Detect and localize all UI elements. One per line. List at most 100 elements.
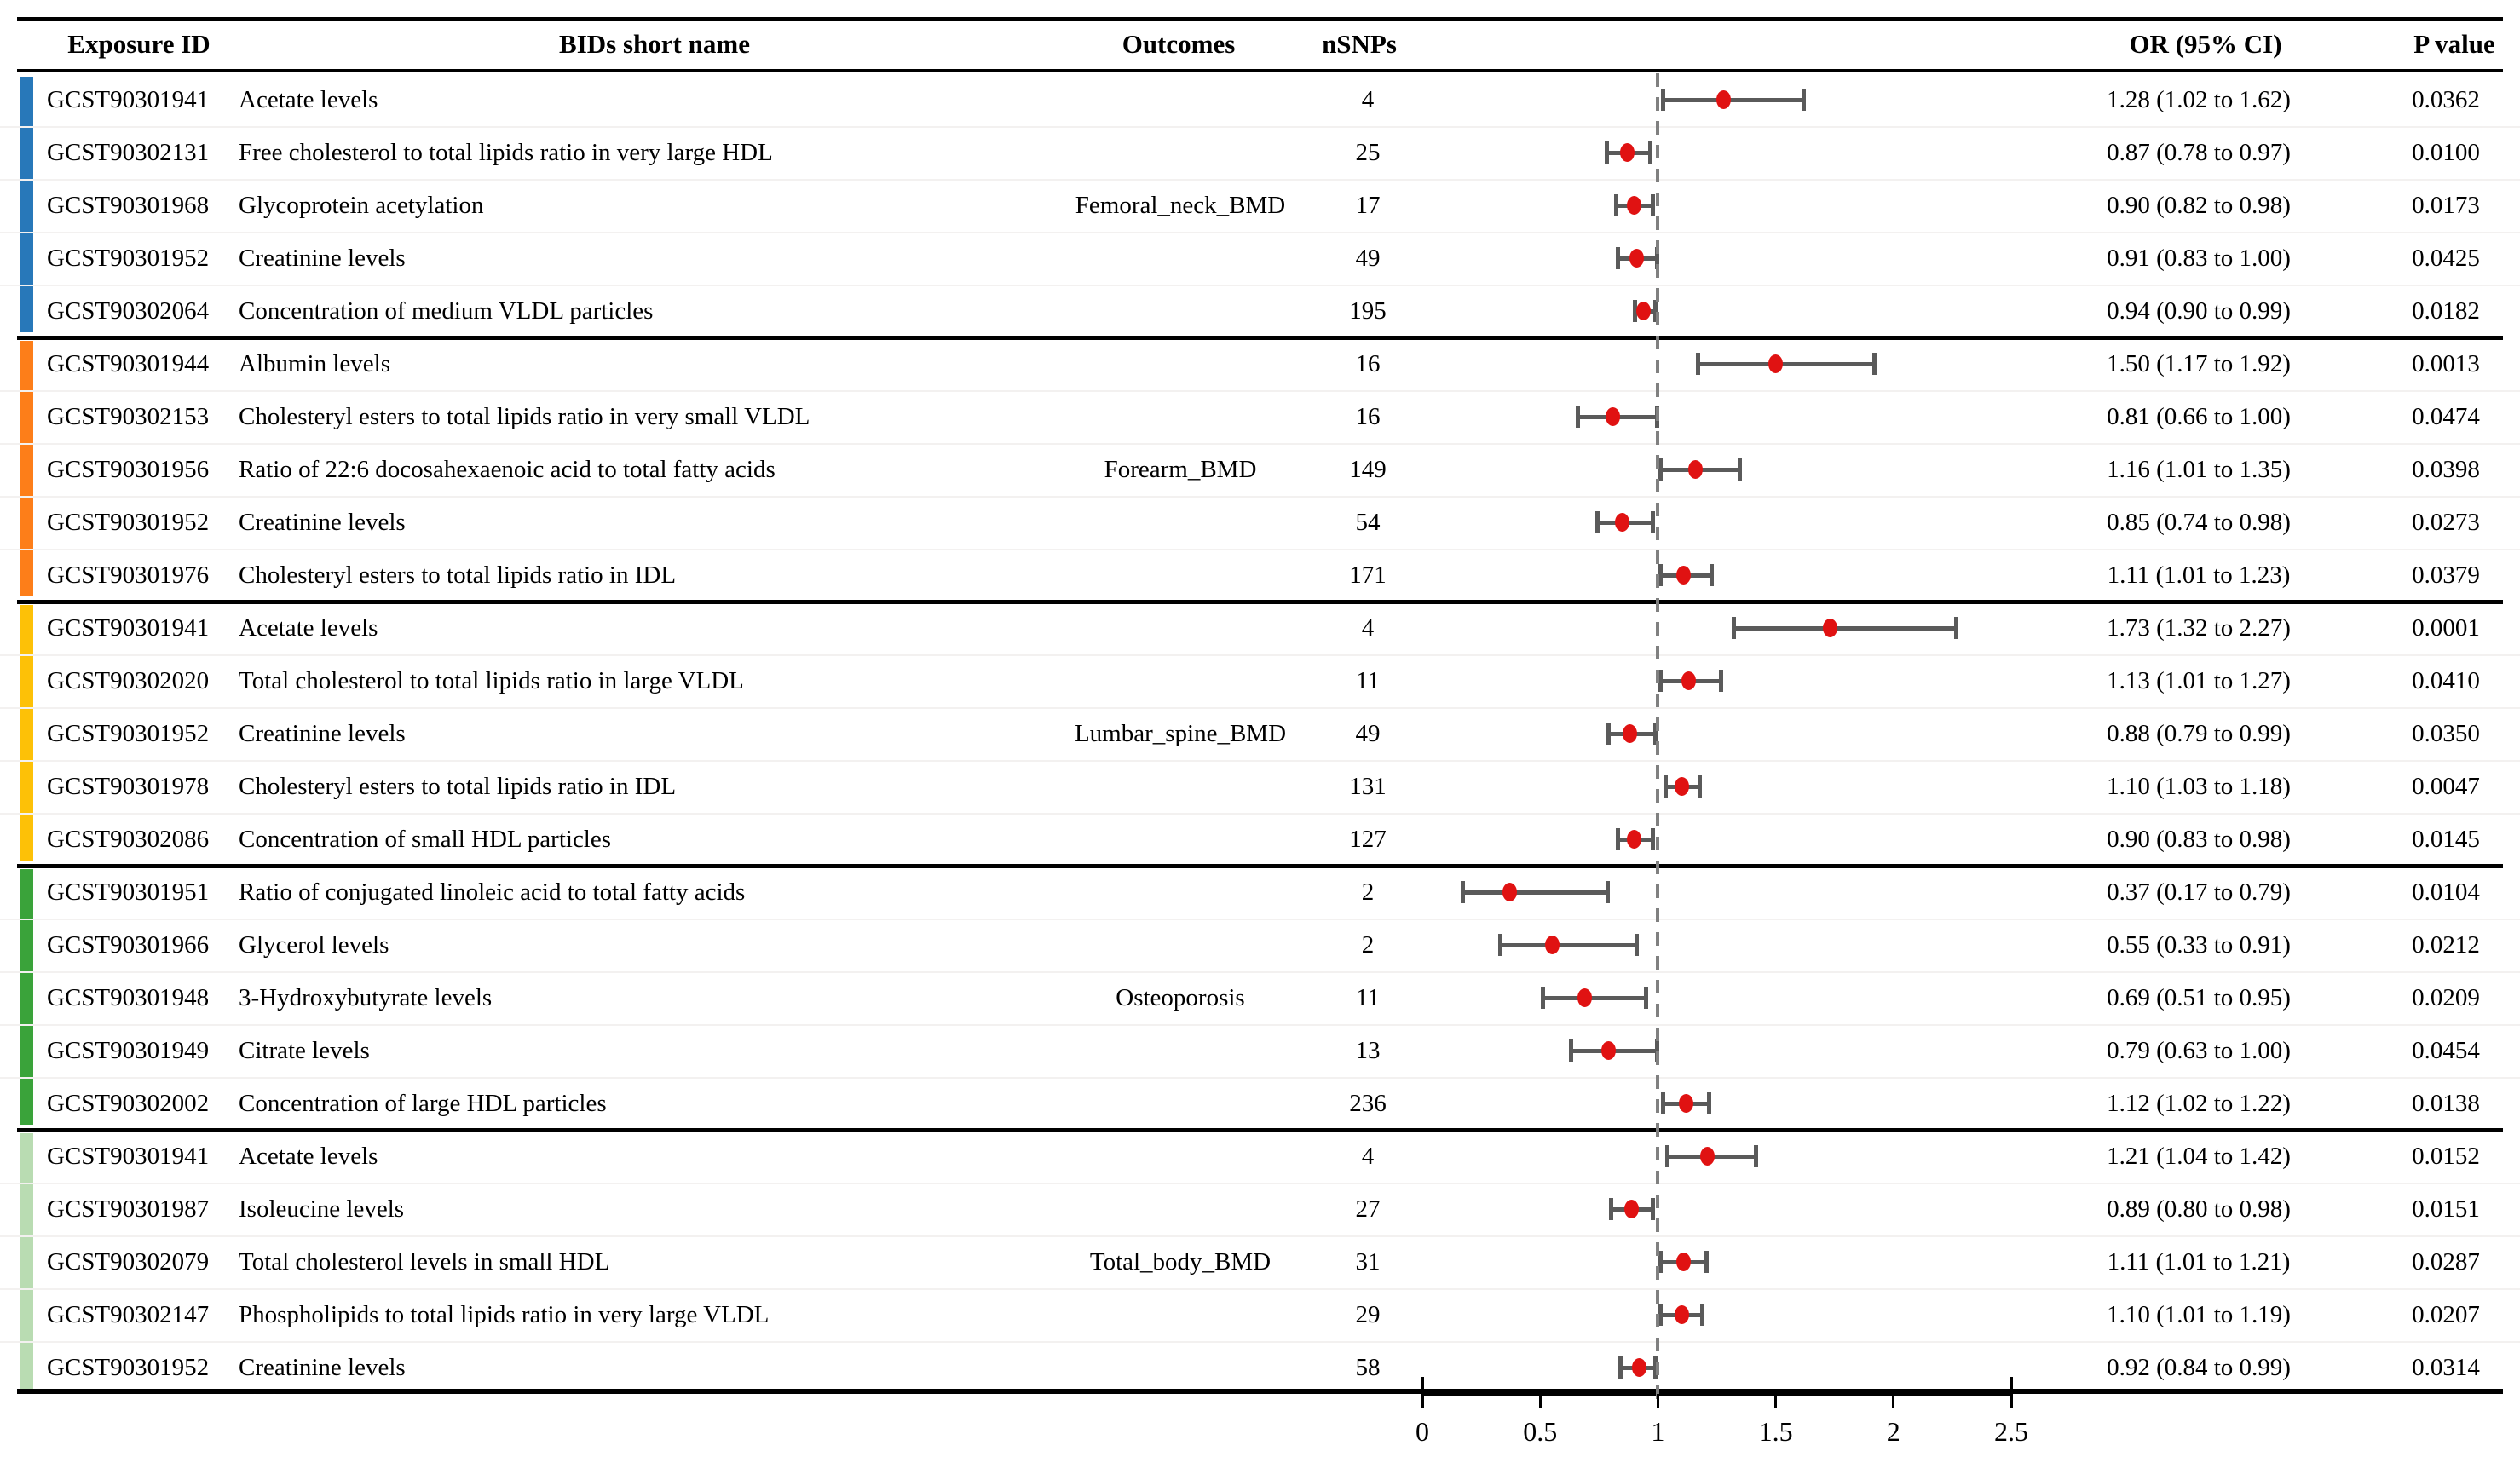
ci-cap-low (1569, 1039, 1574, 1062)
row-divider (0, 232, 2520, 233)
bids-name-cell: Acetate levels (239, 614, 378, 642)
ci-cap-low (1660, 89, 1665, 111)
bids-name-cell: Cholesteryl esters to total lipids ratio… (239, 561, 677, 589)
exposure-id-cell: GCST90302153 (47, 403, 210, 430)
nsnps-cell: 16 (1355, 350, 1381, 377)
or-ci-cell: 0.85 (0.74 to 0.98) (2107, 509, 2291, 536)
ci-cap-high (1954, 617, 1959, 639)
axis-tick (1656, 1394, 1659, 1408)
or-dot (1636, 302, 1652, 320)
row-divider (0, 919, 2520, 920)
p-value-cell: 0.0151 (2412, 1195, 2480, 1223)
outcome-cell: Forearm_BMD (1104, 456, 1257, 483)
ci-cap-low (1594, 511, 1600, 533)
exposure-id-cell: GCST90301952 (47, 245, 210, 272)
nsnps-cell: 2 (1361, 878, 1375, 906)
or-ci-cell: 1.12 (1.02 to 1.22) (2107, 1090, 2291, 1117)
p-value-cell: 0.0212 (2412, 931, 2480, 959)
exposure-id-cell: GCST90302079 (47, 1248, 210, 1276)
nsnps-cell: 31 (1355, 1248, 1381, 1276)
exposure-id-cell: GCST90302020 (47, 667, 210, 694)
row-divider (0, 285, 2520, 286)
bids-name-cell: Acetate levels (239, 1143, 378, 1170)
or-dot (1606, 407, 1621, 426)
nsnps-cell: 54 (1355, 509, 1381, 536)
or-ci-cell: 0.88 (0.79 to 0.99) (2107, 720, 2291, 747)
axis-tick-label: 1 (1651, 1416, 1665, 1447)
row-divider (0, 443, 2520, 445)
ci-cap-low (1540, 987, 1545, 1009)
ci-cap-low (1609, 1198, 1614, 1220)
p-value-cell: 0.0145 (2412, 826, 2480, 853)
row-divider (0, 813, 2520, 815)
ci-cap-high (1650, 194, 1655, 216)
nsnps-cell: 17 (1355, 192, 1381, 219)
p-value-cell: 0.0474 (2412, 403, 2480, 430)
or-dot (1615, 513, 1630, 532)
bids-name-cell: Creatinine levels (239, 720, 406, 747)
ci-cap-low (1606, 723, 1612, 745)
group-separator-rule (17, 600, 2503, 604)
or-ci-cell: 1.10 (1.03 to 1.18) (2107, 773, 2291, 800)
exposure-id-cell: GCST90301944 (47, 350, 210, 377)
or-dot (1619, 143, 1635, 162)
row-divider (0, 179, 2520, 181)
top-rule (17, 17, 2503, 21)
ci-cap-high (1707, 1092, 1712, 1114)
column-header-or-ci: OR (95% CI) (2129, 29, 2282, 59)
p-value-cell: 0.0047 (2412, 773, 2480, 800)
exposure-id-cell: GCST90301952 (47, 1354, 210, 1381)
or-dot (1822, 619, 1837, 637)
ci-cap-low (1576, 406, 1581, 428)
group-color-bar (20, 1133, 33, 1389)
p-value-cell: 0.0425 (2412, 245, 2480, 272)
axis-tick (2010, 1394, 2013, 1408)
or-dot (1674, 1305, 1689, 1324)
nsnps-cell: 13 (1355, 1037, 1381, 1064)
column-header-bids-short-name: BIDs short name (559, 29, 750, 59)
or-ci-cell: 0.55 (0.33 to 0.91) (2107, 931, 2291, 959)
bids-name-cell: Isoleucine levels (239, 1195, 405, 1223)
row-divider (0, 1235, 2520, 1237)
axis-tick-label: 0 (1416, 1416, 1429, 1447)
or-dot (1622, 724, 1637, 743)
or-ci-cell: 1.73 (1.32 to 2.27) (2107, 614, 2291, 642)
ci-cap-low (1696, 353, 1701, 375)
or-dot (1674, 777, 1689, 796)
p-value-cell: 0.0152 (2412, 1143, 2480, 1170)
or-dot (1600, 1041, 1616, 1060)
axis-tick-label: 2.5 (1994, 1416, 2028, 1447)
bids-name-cell: Citrate levels (239, 1037, 370, 1064)
ci-cap-low (1731, 617, 1736, 639)
or-dot (1631, 1358, 1646, 1377)
bids-name-cell: Cholesteryl esters to total lipids ratio… (239, 773, 677, 800)
ci-cap-low (1613, 194, 1618, 216)
column-header-nsnps: nSNPs (1322, 29, 1397, 59)
group-separator-rule (17, 1128, 2503, 1132)
nsnps-cell: 131 (1349, 773, 1387, 800)
bids-name-cell: Ratio of 22:6 docosahexaenoic acid to to… (239, 456, 776, 483)
or-dot (1627, 196, 1642, 215)
nsnps-cell: 4 (1361, 86, 1375, 113)
or-dot (1627, 830, 1642, 849)
bids-name-cell: Creatinine levels (239, 509, 406, 536)
ci-whisker (1462, 890, 1609, 895)
ci-cap-low (1618, 1356, 1623, 1379)
axis-tick (1538, 1394, 1542, 1408)
ci-cap-low (1616, 828, 1621, 850)
or-ci-cell: 1.28 (1.02 to 1.62) (2107, 86, 2291, 113)
exposure-id-cell: GCST90301941 (47, 1143, 210, 1170)
ci-whisker (1698, 361, 1875, 366)
row-divider (0, 654, 2520, 656)
axis-tick-label: 0.5 (1523, 1416, 1558, 1447)
bids-name-cell: Glycoprotein acetylation (239, 192, 484, 219)
row-divider (0, 1183, 2520, 1184)
or-dot (1577, 988, 1593, 1007)
row-divider (0, 1024, 2520, 1026)
axis-line-segment (1422, 1391, 2010, 1396)
or-dot (1624, 1200, 1640, 1218)
ci-cap-high (1801, 89, 1806, 111)
ci-cap-high (1704, 1251, 1710, 1273)
exposure-id-cell: GCST90302147 (47, 1301, 210, 1328)
ci-cap-low (1658, 1304, 1664, 1326)
